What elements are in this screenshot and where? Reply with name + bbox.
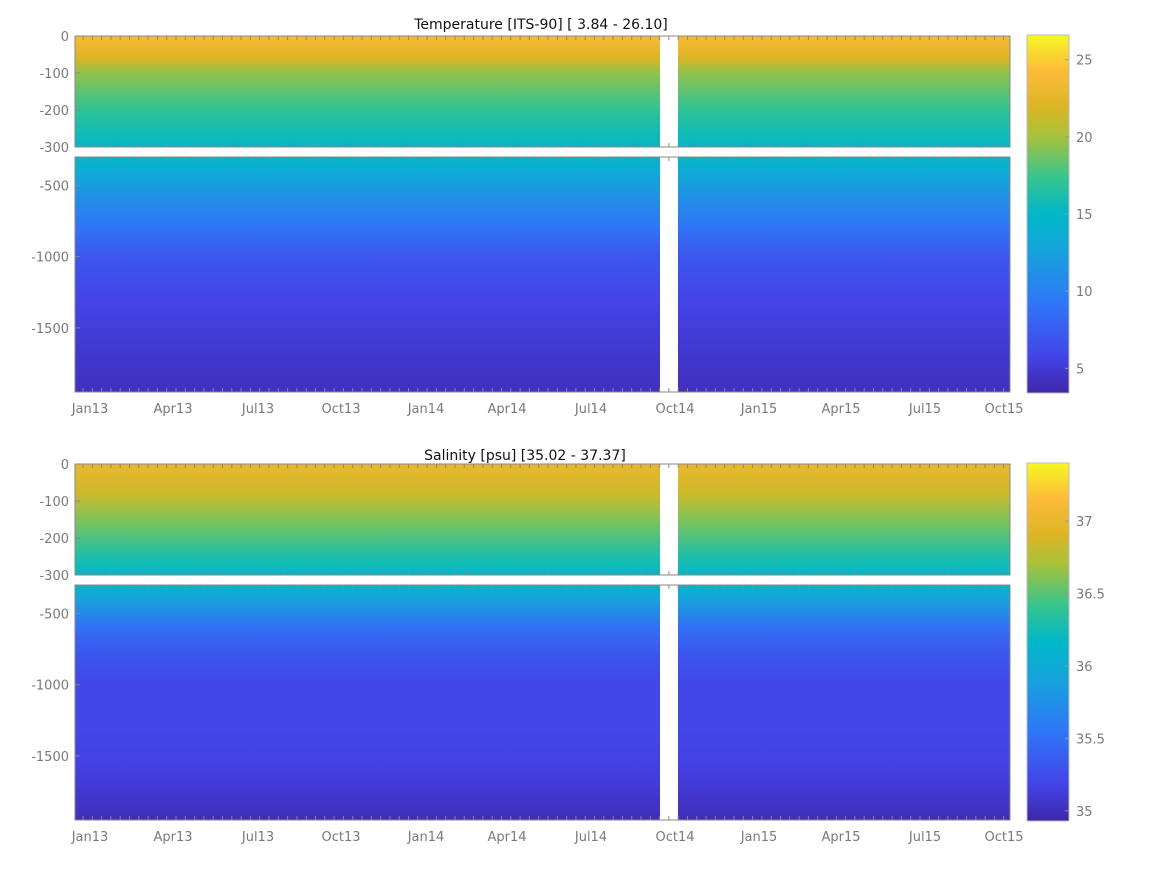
x-tick-label: Oct15: [984, 830, 1023, 845]
x-tick-label: Oct14: [655, 402, 694, 417]
colorbar-tick-label: 35.5: [1076, 732, 1105, 747]
y-tick-label: -200: [39, 532, 69, 547]
data-gap: [660, 157, 678, 392]
y-tick-label: -100: [39, 495, 69, 510]
colorbar-tick-label: 35: [1076, 805, 1093, 820]
x-tick-label: Jul13: [241, 830, 274, 845]
axes-box-upper: [74, 35, 1011, 148]
data-gap: [660, 585, 678, 820]
contour-field-upper: [75, 36, 1010, 147]
x-tick-label: Apr13: [153, 830, 192, 845]
x-tick-label: Jan14: [407, 830, 445, 845]
x-tick-label: Jan15: [740, 830, 778, 845]
colorbar: [1026, 462, 1070, 822]
y-tick-label: -500: [39, 607, 69, 622]
x-tick-label: Jan15: [740, 402, 778, 417]
salinity-title: Salinity [psu] [35.02 - 37.37]: [424, 448, 626, 464]
x-tick-label: Apr14: [487, 830, 526, 845]
y-tick-label: 0: [61, 458, 69, 473]
x-tick-label: Oct15: [984, 402, 1023, 417]
x-tick-label: Apr14: [487, 402, 526, 417]
colorbar: [1026, 34, 1070, 394]
colorbar-tick-label: 15: [1076, 208, 1093, 223]
x-tick-label: Jan14: [407, 402, 445, 417]
x-tick-label: Apr15: [821, 402, 860, 417]
y-tick-label: -1000: [31, 251, 69, 266]
x-tick-label: Apr13: [153, 402, 192, 417]
x-tick-label: Jul14: [574, 402, 607, 417]
data-gap: [660, 464, 678, 575]
x-tick-label: Jul14: [574, 830, 607, 845]
x-tick-label: Apr15: [821, 830, 860, 845]
contour-field-lower: [75, 157, 1010, 392]
colorbar-tick-label: 5: [1076, 362, 1084, 377]
x-tick-label: Oct14: [655, 830, 694, 845]
x-tick-label: Oct13: [321, 402, 360, 417]
y-tick-label: -100: [39, 67, 69, 82]
y-tick-label: -1500: [31, 322, 69, 337]
y-tick-label: -1000: [31, 679, 69, 694]
colorbar-tick-label: 20: [1076, 131, 1093, 146]
axes-box-lower: [74, 156, 1011, 393]
temperature-title: Temperature [ITS-90] [ 3.84 - 26.10]: [413, 17, 668, 33]
axes-box-lower: [74, 584, 1011, 821]
x-tick-label: Jan13: [71, 830, 109, 845]
x-tick-label: Jul15: [908, 830, 941, 845]
y-tick-label: -300: [39, 141, 69, 156]
colorbar-tick-label: 36: [1076, 660, 1093, 675]
colorbar-tick-label: 36.5: [1076, 587, 1105, 602]
data-gap: [660, 36, 678, 147]
x-tick-label: Oct13: [321, 830, 360, 845]
y-tick-label: -200: [39, 104, 69, 119]
colorbar-tick-label: 37: [1076, 515, 1093, 530]
colorbar-tick-label: 25: [1076, 54, 1093, 69]
x-tick-label: Jul13: [241, 402, 274, 417]
x-tick-label: Jan13: [71, 402, 109, 417]
contour-field-upper: [75, 464, 1010, 575]
y-tick-label: -500: [39, 179, 69, 194]
axes-box-upper: [74, 463, 1011, 576]
temperature-plot: Temperature [ITS-90] [ 3.84 - 26.10] 0 -1…: [31, 17, 1092, 417]
y-tick-label: 0: [61, 30, 69, 45]
y-tick-label: -300: [39, 569, 69, 584]
salinity-plot: Salinity [psu] [35.02 - 37.37] 0 -100 -200…: [31, 448, 1105, 845]
colorbar-tick-label: 10: [1076, 285, 1093, 300]
x-tick-label: Jul15: [908, 402, 941, 417]
contour-field-lower: [75, 585, 1010, 820]
y-tick-label: -1500: [31, 750, 69, 765]
